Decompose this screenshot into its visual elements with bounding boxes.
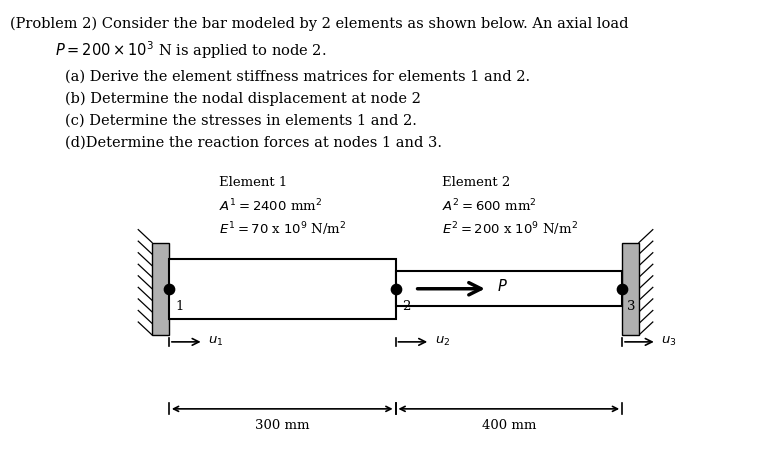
Point xyxy=(389,285,402,292)
Text: (c) Determine the stresses in elements 1 and 2.: (c) Determine the stresses in elements 1… xyxy=(65,114,417,128)
Bar xyxy=(622,243,639,335)
Text: $\mathit{E}^1 = 70$ x $10^9$ N/m$^2$: $\mathit{E}^1 = 70$ x $10^9$ N/m$^2$ xyxy=(219,220,346,237)
Text: 3: 3 xyxy=(627,300,635,313)
Bar xyxy=(169,259,396,319)
Text: $u_3$: $u_3$ xyxy=(661,335,677,348)
Text: $u_1$: $u_1$ xyxy=(208,335,223,348)
Text: Element 1: Element 1 xyxy=(219,176,287,188)
Text: $u_2$: $u_2$ xyxy=(435,335,450,348)
Text: $P=200\times10^3$ N is applied to node 2.: $P=200\times10^3$ N is applied to node 2… xyxy=(55,39,327,61)
Text: 1: 1 xyxy=(175,300,184,313)
Bar xyxy=(152,243,169,335)
Text: Element 2: Element 2 xyxy=(442,176,510,188)
Text: 400 mm: 400 mm xyxy=(482,419,536,432)
Text: 2: 2 xyxy=(402,300,410,313)
Text: $\mathit{E}^2 = 200$ x $10^9$ N/m$^2$: $\mathit{E}^2 = 200$ x $10^9$ N/m$^2$ xyxy=(442,220,578,237)
Text: (b) Determine the nodal displacement at node 2: (b) Determine the nodal displacement at … xyxy=(65,91,421,106)
Text: (d)Determine the reaction forces at nodes 1 and 3.: (d)Determine the reaction forces at node… xyxy=(65,136,442,150)
Text: $\mathit{A}^1 = 2400$ mm$^2$: $\mathit{A}^1 = 2400$ mm$^2$ xyxy=(219,198,322,214)
Text: (Problem 2) Consider the bar modeled by 2 elements as shown below. An axial load: (Problem 2) Consider the bar modeled by … xyxy=(10,16,628,30)
Point xyxy=(163,285,175,292)
Point xyxy=(616,285,628,292)
Text: (a) Derive the element stiffness matrices for elements 1 and 2.: (a) Derive the element stiffness matrice… xyxy=(65,69,531,83)
Text: $\mathit{A}^2 = 600$ mm$^2$: $\mathit{A}^2 = 600$ mm$^2$ xyxy=(442,198,536,214)
Text: 300 mm: 300 mm xyxy=(255,419,310,432)
Bar xyxy=(396,271,622,306)
Text: $\mathit{P}$: $\mathit{P}$ xyxy=(497,279,508,294)
